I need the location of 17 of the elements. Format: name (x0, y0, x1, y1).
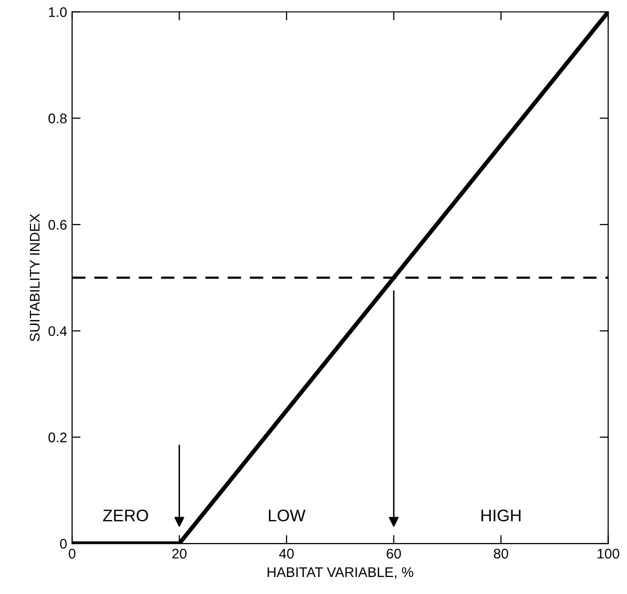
y-tick-label: 0.4 (48, 326, 67, 336)
x-tick-label: 80 (494, 548, 508, 559)
y-tick-label: 0.8 (48, 114, 67, 124)
annotation: ZERO (103, 510, 148, 522)
y-tick-label: 0.6 (48, 220, 67, 230)
y-tick-label: 1.0 (48, 7, 67, 18)
y-tick-label: 0.2 (48, 432, 67, 442)
x-axis-title: HABITAT VARIABLE, % (268, 567, 414, 579)
y-tick-label: 0 (60, 538, 67, 549)
x-tick-label: 20 (172, 548, 187, 559)
annotation: HIGH (482, 510, 520, 522)
annotation: LOW (268, 510, 306, 522)
y-axis-title: SUITABILITY INDEX (30, 214, 40, 342)
x-tick-label: 0 (68, 548, 76, 559)
x-tick-label: 60 (386, 548, 401, 559)
x-tick-label: 40 (279, 548, 294, 559)
x-tick-label: 100 (598, 548, 620, 559)
